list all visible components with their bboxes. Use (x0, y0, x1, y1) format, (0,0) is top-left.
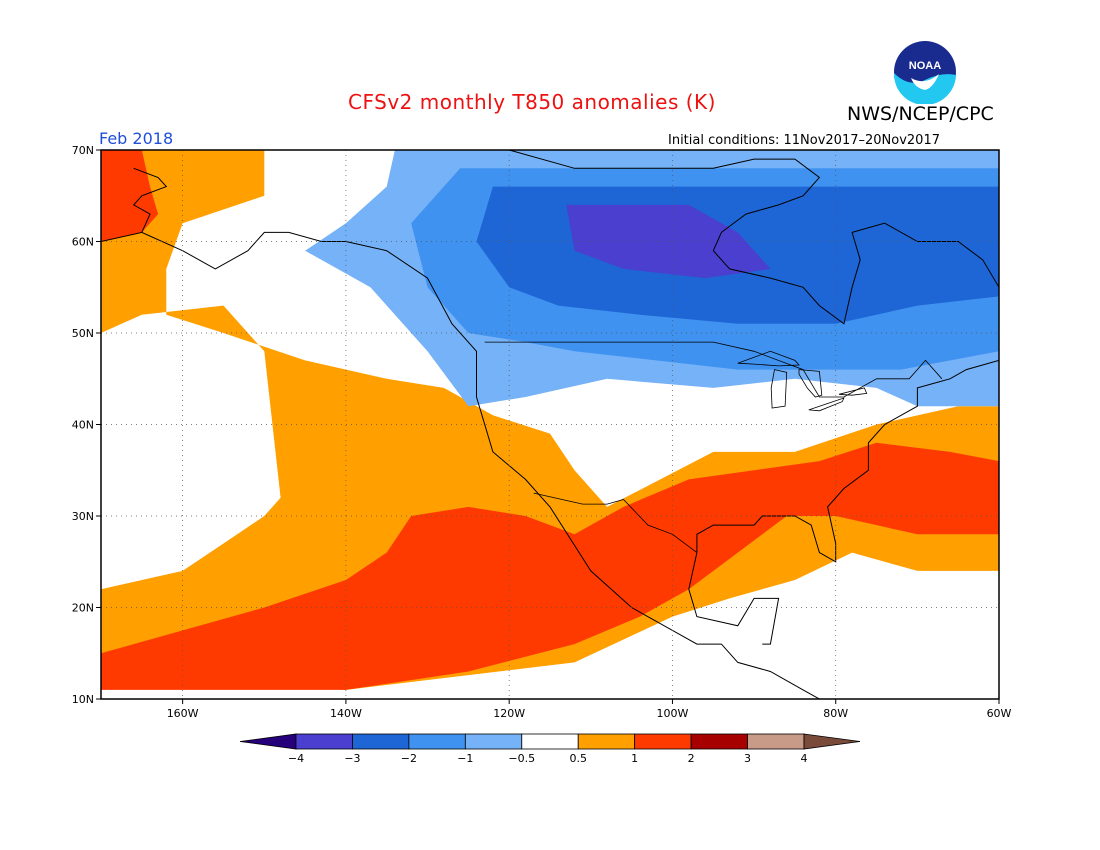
coastline-segment (101, 231, 346, 270)
lat-tick-label: 40N (72, 419, 94, 432)
lon-tick-label: 140W (330, 707, 362, 720)
political-borders (484, 341, 943, 553)
colorbar-segment (634, 733, 692, 750)
colorbar-segment (239, 733, 297, 750)
lon-tick-label: 120W (493, 707, 525, 720)
warm-pacific-red (101, 442, 999, 690)
colorbar-segment (408, 733, 466, 750)
coastlines (101, 150, 999, 699)
colorbar-label: 4 (801, 752, 808, 765)
anomaly-shading (101, 150, 999, 690)
lat-tick-label: 30N (72, 510, 94, 523)
lon-tick-label: 80W (823, 707, 848, 720)
lon-tick-label: 160W (167, 707, 199, 720)
lake-michigan (770, 369, 788, 409)
warm-alaska-red (101, 150, 159, 242)
colorbar-segment (577, 733, 636, 750)
border-segment (484, 341, 943, 398)
lat-tick-label: 10N (72, 693, 94, 706)
lon-tick-label: 60W (987, 707, 1012, 720)
agency-label: NWS/NCEP/CPC (847, 103, 994, 125)
colorbar-label: 2 (688, 752, 695, 765)
colorbar-label: −4 (288, 752, 304, 765)
colorbar-label: 3 (744, 752, 751, 765)
colorbar-segment (521, 733, 579, 750)
forecast-period: Feb 2018 (99, 129, 174, 148)
colorbar-segment (747, 733, 805, 750)
lake-huron (798, 369, 823, 398)
lat-tick-label: 20N (72, 602, 94, 615)
plot-title: CFSv2 monthly T850 anomalies (K) (348, 90, 716, 114)
noaa-logo: NOAA (893, 41, 956, 104)
axis-ticks: 10N 20N 30N 40N 50N 60N 70N 160W 140W 120W 100W 80W… (72, 144, 1012, 720)
lat-tick-label: 60N (72, 236, 94, 249)
coastline-segment (345, 241, 821, 699)
warm-nw-pacific-orange (101, 150, 999, 690)
lat-tick-label: 70N (72, 144, 94, 157)
lake-superior (737, 350, 800, 367)
coastline-segment (509, 150, 821, 251)
colorbar-label: 0.5 (569, 752, 587, 765)
noaa-logo-text: NOAA (909, 60, 941, 72)
border-segment (533, 492, 698, 553)
lon-tick-label: 100W (657, 707, 689, 720)
colorbar-segment (295, 733, 353, 750)
colorbar: −4 −3 −2 −1 −0.5 0.5 1 2 3 4 (239, 733, 861, 765)
colorbar-segment (352, 733, 410, 750)
initial-conditions: Initial conditions: 11Nov2017–20Nov2017 (668, 133, 940, 148)
colorbar-label: 1 (631, 752, 638, 765)
colorbar-segment (690, 733, 748, 750)
cool-canada-dark-blue (566, 204, 771, 279)
colorbar-segment (464, 733, 523, 750)
colorbar-label: −1 (457, 752, 473, 765)
coastline-segment (132, 167, 168, 233)
lat-tick-label: 50N (72, 327, 94, 340)
colorbar-label: −2 (401, 752, 417, 765)
lake-erie (808, 397, 845, 412)
colorbar-label: −3 (344, 752, 360, 765)
lake-ontario (838, 387, 868, 396)
great-lakes (737, 350, 868, 412)
colorbar-segment (803, 733, 861, 750)
coastline-segment (696, 359, 999, 563)
coastline-segment (688, 552, 780, 645)
colorbar-label: −0.5 (508, 752, 535, 765)
